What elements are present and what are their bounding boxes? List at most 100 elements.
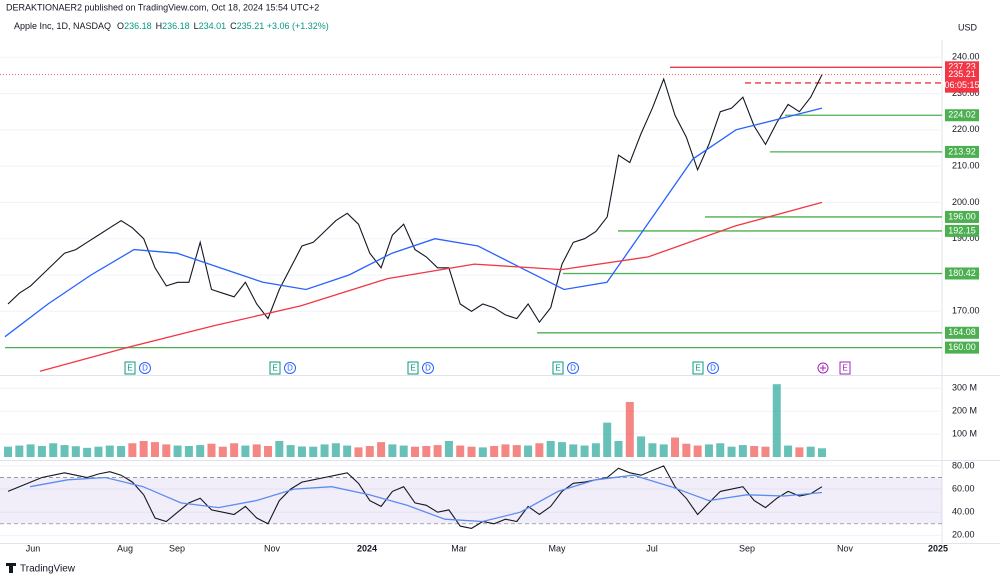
y-tick-label: 230.00 <box>952 88 980 98</box>
volume-bar <box>218 446 227 457</box>
volume-bar <box>49 443 58 457</box>
event-marker[interactable] <box>124 361 136 375</box>
event-marker[interactable] <box>839 361 851 375</box>
volume-bar <box>659 444 668 457</box>
volume-bar <box>490 446 499 457</box>
event-icon[interactable] <box>817 362 829 374</box>
event-marker[interactable] <box>692 361 704 375</box>
event-label: D <box>287 364 293 373</box>
x-tick-label: Nov <box>264 543 281 553</box>
volume-bar <box>83 447 92 457</box>
volume-bar <box>727 446 736 457</box>
series-line <box>29 474 823 523</box>
x-tick-label: May <box>548 543 566 553</box>
volume-bar <box>173 445 182 457</box>
volume-bar <box>772 384 781 457</box>
volume-bar <box>297 446 306 457</box>
level-label-box <box>945 109 979 122</box>
publisher: DERAKTIONAER2 published on TradingView.c… <box>6 2 319 12</box>
volume-bar <box>637 436 646 457</box>
event-label: E <box>555 364 560 373</box>
series-line <box>39 201 823 372</box>
event-marker[interactable] <box>269 361 281 375</box>
event-marker <box>422 362 434 374</box>
y-tick-label: 220.00 <box>952 124 980 134</box>
y-tick-label: 60.00 <box>952 483 975 493</box>
series-line <box>7 465 823 529</box>
y-tick-label: 20.00 <box>952 530 975 540</box>
volume-bar <box>241 445 250 457</box>
event-marker <box>284 362 296 374</box>
ohlc-label: C <box>230 21 237 31</box>
y-tick-label: 240.00 <box>952 52 980 62</box>
level-label: 224.02 <box>948 110 976 120</box>
event-label: D <box>425 364 431 373</box>
volume-bar <box>399 445 408 457</box>
volume-bar <box>320 444 329 457</box>
event-marker[interactable] <box>407 361 419 375</box>
y-tick-label: 300 M <box>952 383 977 393</box>
volume-bar <box>388 444 397 457</box>
volume-bar <box>580 445 589 457</box>
last-price-box <box>945 68 979 93</box>
volume-bar <box>501 444 510 457</box>
event-label: D <box>710 364 716 373</box>
volume-bar <box>15 445 24 457</box>
volume-bar <box>456 445 465 457</box>
volume-bar <box>26 444 35 457</box>
rsi-band <box>0 477 942 524</box>
volume-bar <box>117 446 126 457</box>
event-icon-plus <box>820 365 826 371</box>
event-label: E <box>695 364 700 373</box>
volume-bar <box>207 443 216 457</box>
level-label: 180.42 <box>948 268 976 278</box>
x-tick-label: Aug <box>117 543 133 553</box>
event-label: D <box>570 364 576 373</box>
event-marker[interactable] <box>552 361 564 375</box>
currency: USD <box>958 22 978 32</box>
volume-bar <box>535 443 544 457</box>
volume-bar <box>365 446 374 457</box>
level-label: 196.00 <box>948 211 976 221</box>
level-label-box <box>945 224 979 237</box>
volume-bar <box>309 446 318 457</box>
level-label-box <box>945 145 979 158</box>
series-line <box>4 107 823 338</box>
volume-bar <box>94 446 103 457</box>
volume-bar <box>150 442 159 457</box>
series-line <box>7 74 823 324</box>
ohlc-value: 234.01 <box>199 21 227 31</box>
volume-bar <box>648 443 657 457</box>
x-tick-label: 2024 <box>357 543 377 553</box>
volume-bar <box>128 443 137 457</box>
volume-bar <box>693 445 702 457</box>
volume-bar <box>433 445 442 457</box>
ohlc-label: O <box>117 21 124 31</box>
volume-bar <box>105 445 114 457</box>
level-label-box <box>945 267 979 280</box>
event-label: E <box>410 364 415 373</box>
event-marker <box>567 362 579 374</box>
volume-bar <box>614 440 623 457</box>
ohlc-value: 235.21 <box>237 21 265 31</box>
level-label-box <box>945 210 979 223</box>
volume-bar <box>354 447 363 457</box>
volume-bar <box>682 443 691 457</box>
volume-bar <box>411 446 419 457</box>
ohlc-label: H <box>156 21 163 31</box>
x-tick-label: Mar <box>451 543 467 553</box>
volume-bar <box>569 444 578 457</box>
level-label: 237.23 <box>948 62 976 72</box>
volume-bar <box>591 443 600 457</box>
volume-bar <box>4 446 12 457</box>
change: +3.06 (+1.32%) <box>267 21 329 31</box>
volume-bar <box>524 445 533 457</box>
brand-logo <box>6 563 16 573</box>
volume-bar <box>603 422 612 457</box>
ohlc: O236.18 H236.18 L234.01 C235.21 <box>117 21 264 31</box>
volume-bar <box>37 446 46 457</box>
y-tick-label: 40.00 <box>952 507 975 517</box>
y-tick-label: 200.00 <box>952 197 980 207</box>
level-label: 192.15 <box>948 225 976 235</box>
